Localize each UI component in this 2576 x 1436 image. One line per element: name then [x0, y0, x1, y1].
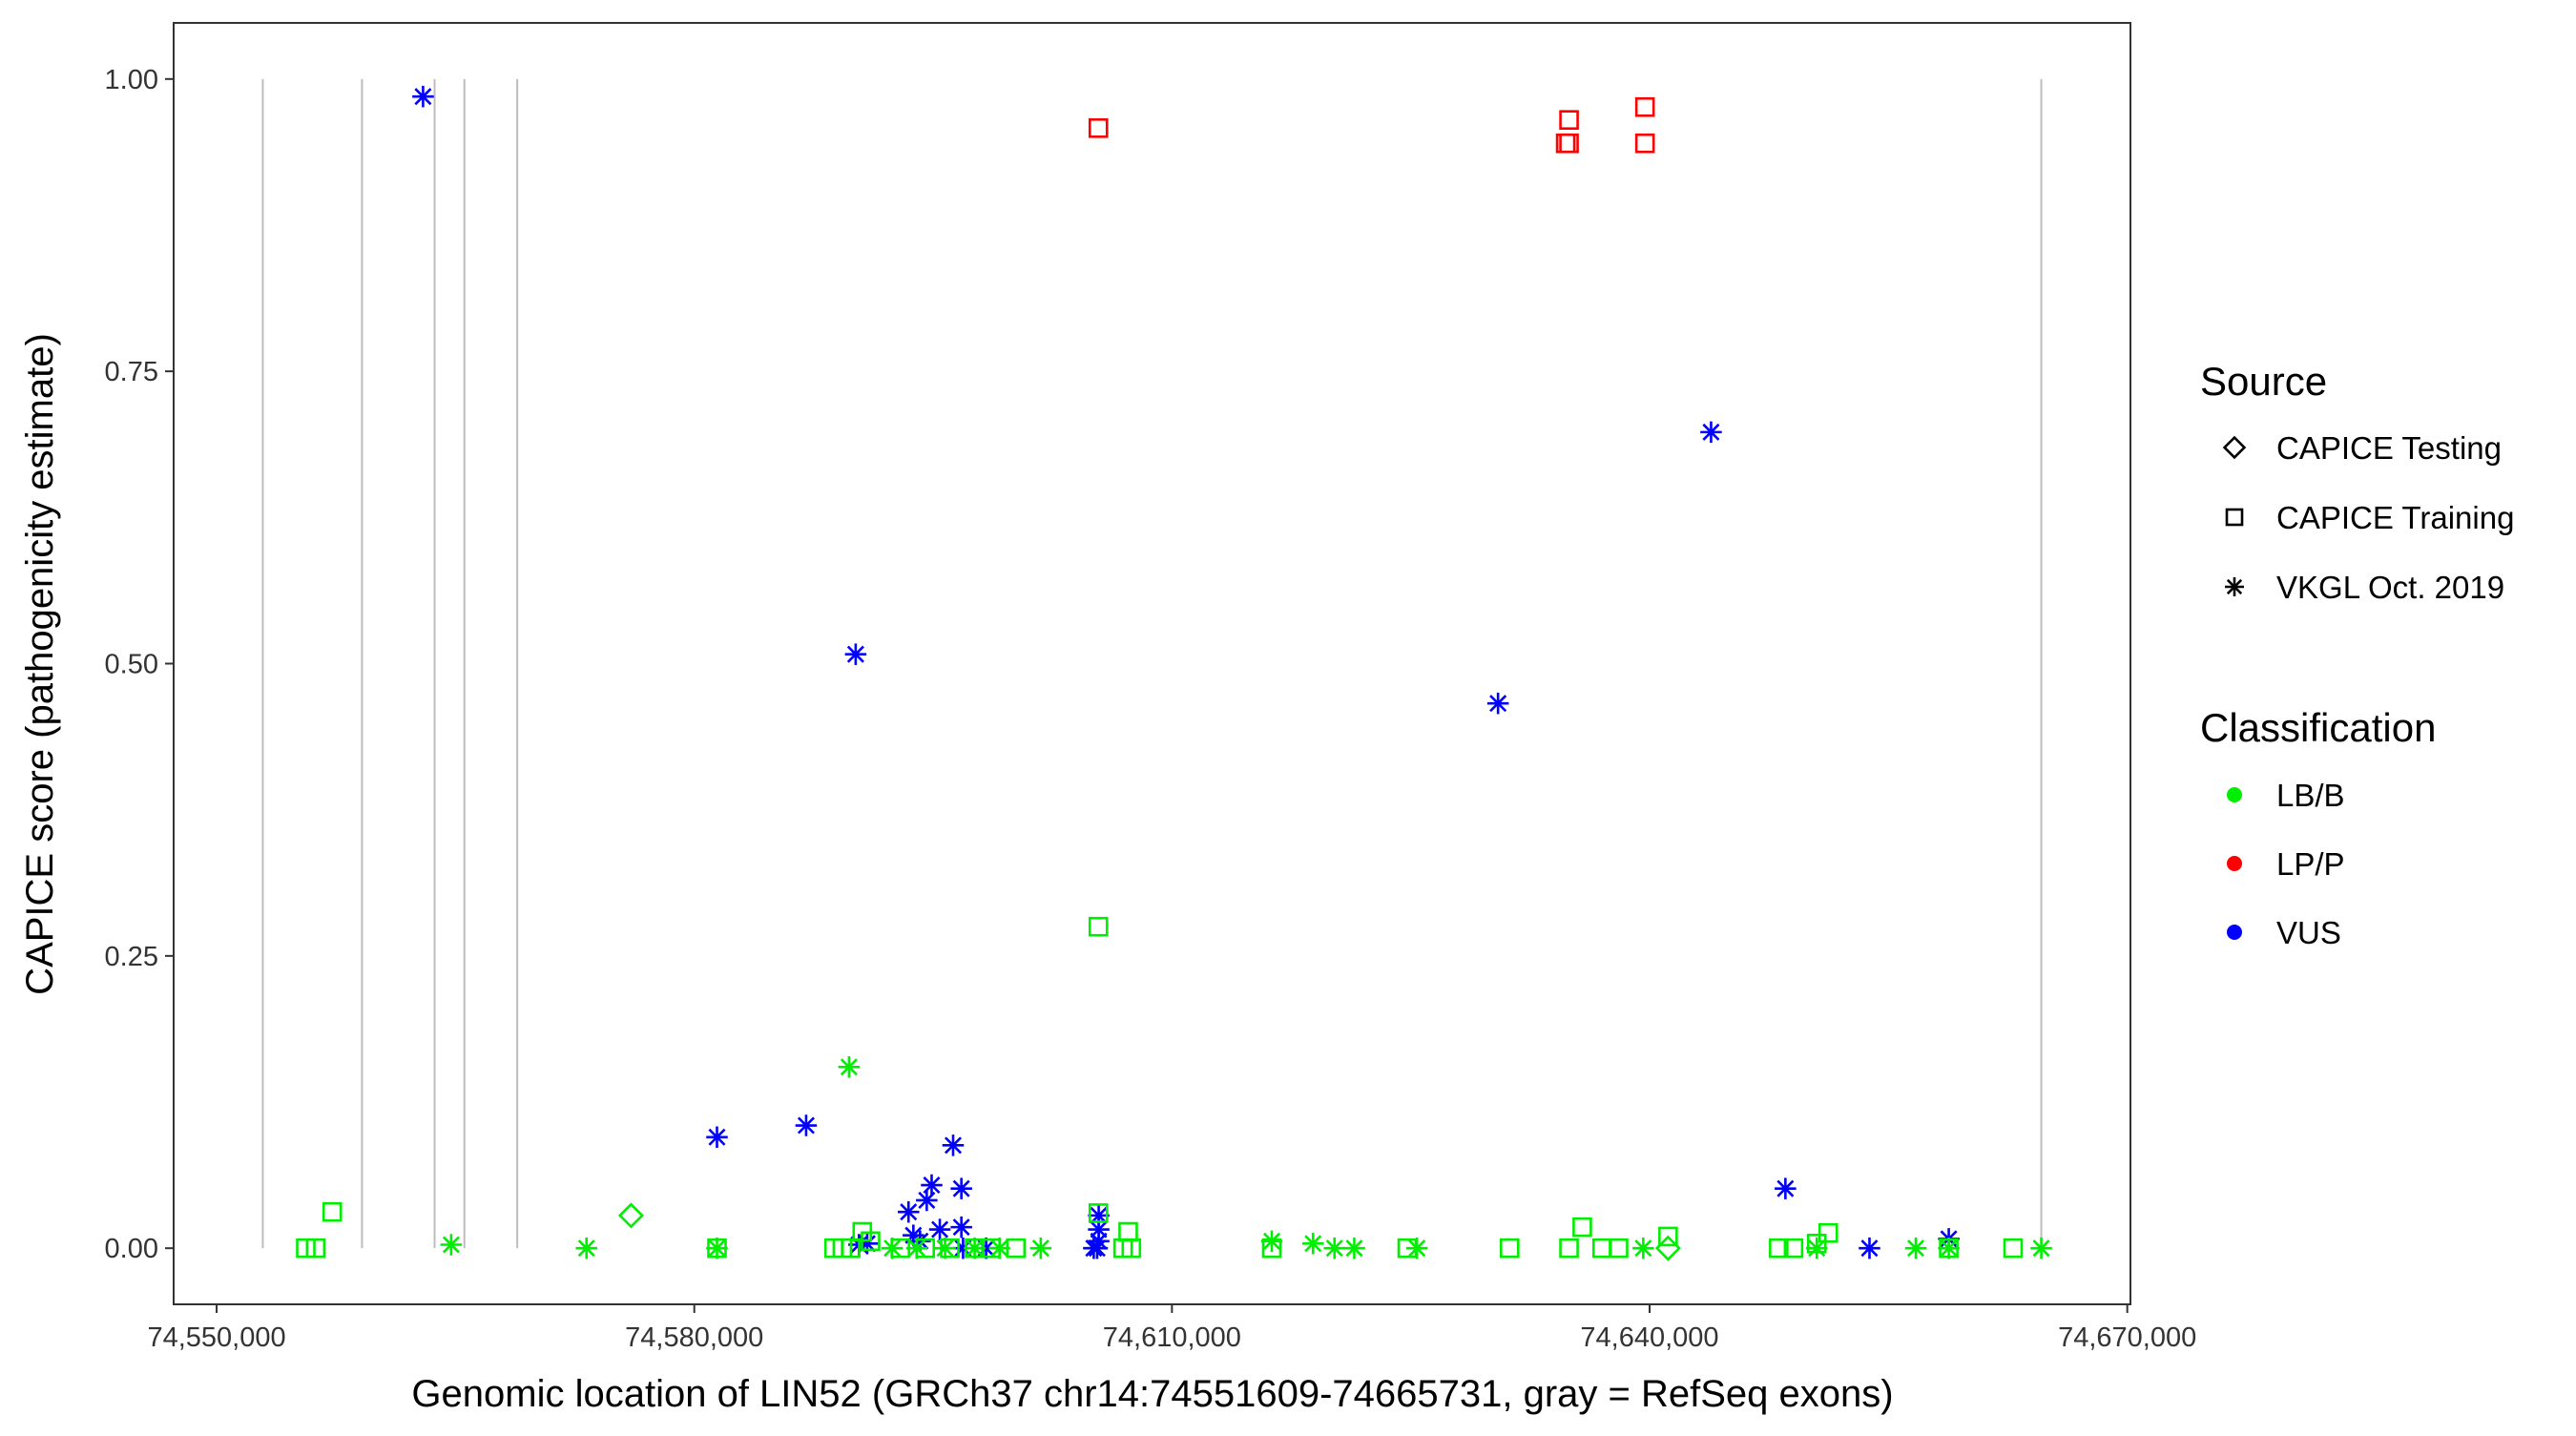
data-point-diamond [617, 1202, 644, 1229]
data-point-asterisk [942, 1134, 965, 1156]
data-point-asterisk [1029, 1237, 1052, 1259]
data-point-asterisk [1083, 1237, 1105, 1259]
data-point-asterisk [1323, 1237, 1345, 1259]
y-tick-label: 0.00 [105, 1234, 158, 1264]
legend-square-icon [2225, 508, 2244, 527]
data-point-asterisk [950, 1177, 972, 1199]
data-point-square [296, 1238, 316, 1259]
x-tick-label: 74,640,000 [1580, 1322, 1718, 1353]
data-point-square [2003, 1238, 2024, 1259]
y-tick-label: 0.50 [105, 650, 158, 680]
data-points [296, 85, 2052, 1261]
data-point-asterisk [1632, 1237, 1654, 1259]
data-point-asterisk [706, 1126, 728, 1149]
data-point-asterisk [1486, 692, 1509, 715]
data-point-square [1559, 110, 1579, 131]
legend-source-title: Source [2200, 359, 2327, 404]
data-point-asterisk [1301, 1233, 1324, 1255]
data-point-square [1609, 1238, 1629, 1259]
legend-class-label: LB/B [2276, 778, 2345, 813]
data-point-asterisk [575, 1237, 597, 1259]
x-tick-label: 74,670,000 [2058, 1322, 2196, 1353]
legend-source-label: CAPICE Testing [2276, 430, 2502, 466]
data-point-square [981, 1238, 1002, 1259]
data-point-square [1006, 1238, 1027, 1259]
data-point-square [1806, 1233, 1827, 1254]
y-tick-label: 1.00 [105, 65, 158, 95]
data-point-asterisk [950, 1216, 972, 1238]
data-point-square [915, 1238, 935, 1259]
exon-lines [261, 78, 2043, 1249]
data-point-asterisk [2030, 1237, 2052, 1259]
data-point-asterisk [440, 1234, 463, 1256]
data-point-asterisk [934, 1237, 956, 1259]
data-point-square [940, 1238, 960, 1259]
legend-class-title: Classification [2200, 705, 2436, 750]
data-point-square [1555, 133, 1576, 154]
y-tick-label: 0.75 [105, 357, 158, 387]
data-point-asterisk [1805, 1237, 1828, 1259]
y-axis: 0.00 0.25 0.50 0.75 1.00 [105, 65, 174, 1264]
data-point-asterisk [412, 85, 434, 108]
data-point-square [1112, 1238, 1133, 1259]
data-point-square [1658, 1226, 1678, 1247]
data-point-square [1261, 1238, 1282, 1259]
data-point-asterisk [1904, 1237, 1927, 1259]
data-point-square [1818, 1222, 1839, 1243]
legend-color-dot-icon [2227, 925, 2242, 940]
data-point-asterisk [898, 1200, 920, 1223]
data-point-asterisk [964, 1237, 986, 1259]
data-point-asterisk [1343, 1237, 1365, 1259]
data-point-square [841, 1238, 861, 1259]
data-point-square [890, 1238, 910, 1259]
data-point-square [1939, 1238, 1959, 1259]
data-point-asterisk [921, 1174, 943, 1197]
data-point-asterisk [795, 1114, 818, 1136]
y-tick-label: 0.25 [105, 942, 158, 972]
legend-source-label: VKGL Oct. 2019 [2276, 570, 2504, 605]
legend-class-label: VUS [2276, 915, 2341, 950]
data-point-asterisk [1859, 1237, 1880, 1259]
data-point-square [305, 1238, 326, 1259]
x-tick-label: 74,580,000 [625, 1322, 763, 1353]
x-tick-label: 74,610,000 [1103, 1322, 1241, 1353]
data-point-square [1088, 1203, 1109, 1223]
data-point-square [1769, 1238, 1789, 1259]
data-point-square [1634, 133, 1655, 154]
x-axis-title: Genomic location of LIN52 (GRCh37 chr14:… [411, 1373, 1893, 1415]
y-axis-title: CAPICE score (pathogenicity estimate) [19, 333, 61, 995]
data-point-square [1397, 1238, 1418, 1259]
data-point-square [322, 1201, 343, 1222]
data-point-asterisk [928, 1218, 951, 1240]
data-point-asterisk [1700, 421, 1722, 444]
data-point-square [861, 1231, 881, 1252]
plot-panel [173, 22, 2131, 1305]
data-point-asterisk [844, 643, 867, 665]
data-point-square [707, 1238, 727, 1259]
data-point-diamond [1654, 1235, 1681, 1261]
data-point-asterisk [1938, 1237, 1960, 1259]
legend-color-dot-icon [2227, 787, 2242, 802]
data-point-asterisk [706, 1237, 728, 1259]
data-point-square [1088, 117, 1109, 138]
legend-color-dot-icon [2227, 856, 2242, 871]
x-tick-label: 74,550,000 [147, 1322, 285, 1353]
data-point-square [1500, 1238, 1520, 1259]
data-point-asterisk [1260, 1230, 1283, 1253]
data-point-asterisk [838, 1056, 861, 1078]
data-point-square [1783, 1238, 1804, 1259]
legend: Source Classification CAPICE Testing CAPI… [2200, 359, 2514, 950]
data-point-square [1572, 1217, 1592, 1238]
legend-diamond-icon [2222, 435, 2247, 460]
data-point-square [1559, 1238, 1579, 1259]
data-point-square [1088, 916, 1109, 937]
legend-source-label: CAPICE Training [2276, 500, 2514, 535]
legend-asterisk-icon [2225, 577, 2244, 596]
data-point-asterisk [1775, 1177, 1797, 1199]
legend-class-label: LP/P [2276, 846, 2345, 882]
x-axis: 74,550,000 74,580,000 74,610,000 74,640,000… [147, 1304, 2196, 1353]
data-point-asterisk [916, 1189, 938, 1212]
data-point-square [1634, 96, 1655, 117]
